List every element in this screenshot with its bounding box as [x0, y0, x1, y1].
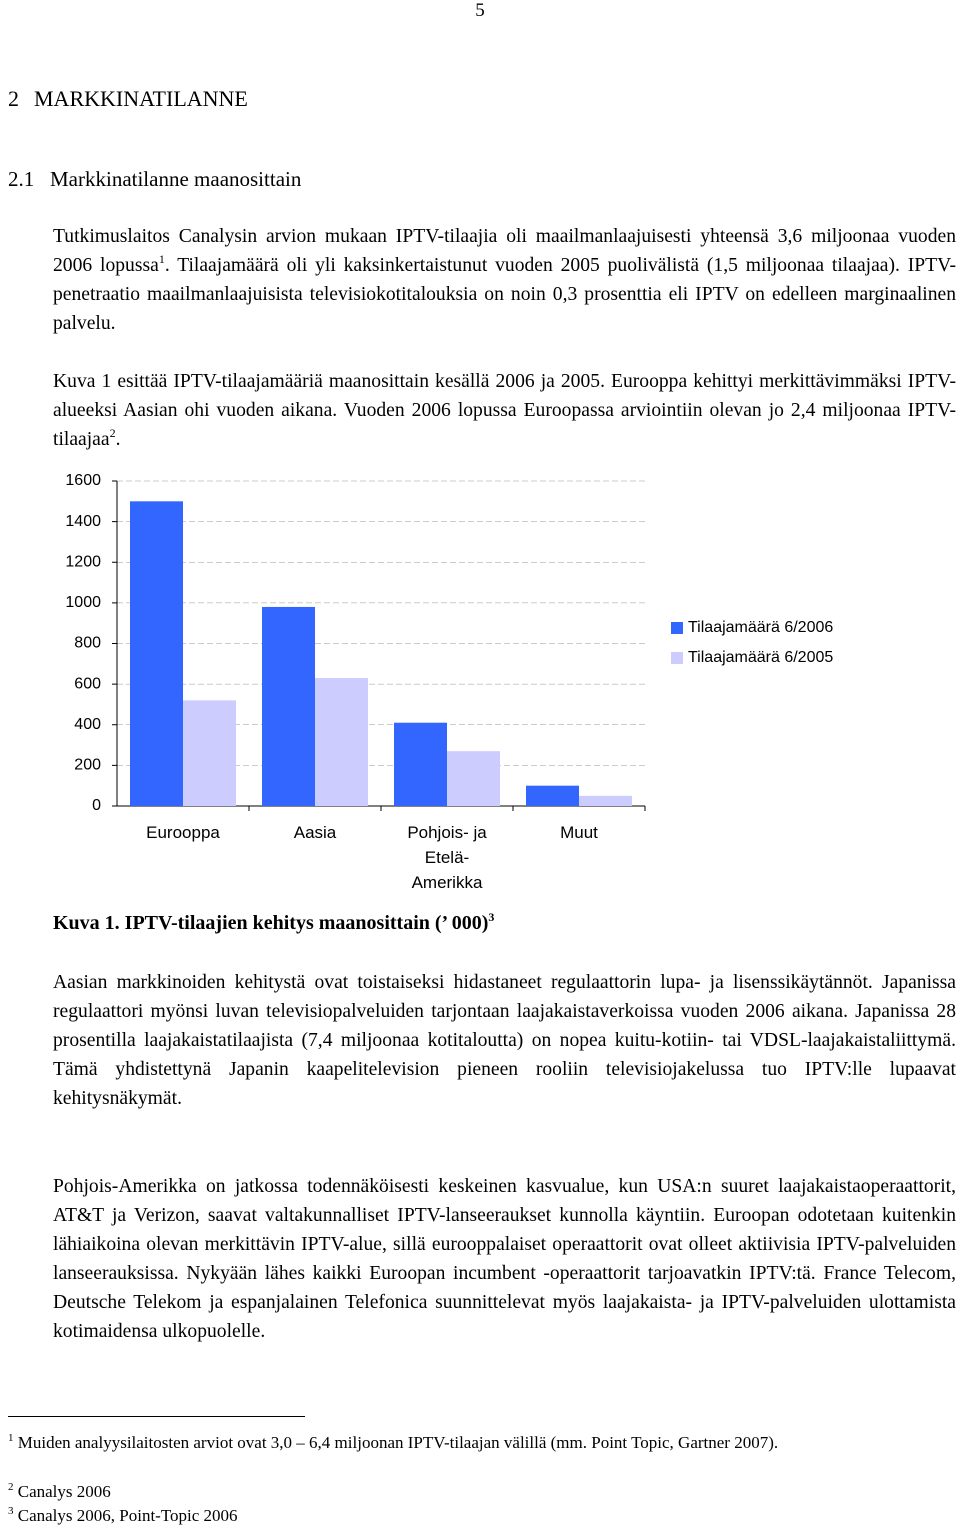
subheading: 2.1 Markkinatilanne maanosittain	[8, 167, 301, 192]
figure-caption: Kuva 1. IPTV-tilaajien kehitys maanositt…	[53, 910, 495, 935]
subheading-title: Markkinatilanne maanosittain	[50, 167, 302, 191]
heading-title: MARKKINATILANNE	[34, 86, 248, 111]
bar	[315, 678, 368, 806]
footnote-mark: 3	[8, 1505, 14, 1517]
legend-label: Tilaajamäärä 6/2006	[688, 619, 833, 636]
heading: 2 MARKKINATILANNE	[8, 86, 248, 112]
x-tick-label: Aasia	[293, 823, 337, 842]
chart-svg: 0 200 400 600 800 1000 1200 1400 1600 Tilaajamäär…	[65, 472, 833, 814]
footnote-rule	[8, 1416, 305, 1417]
y-tick-label: 1000	[65, 594, 101, 611]
y-tick-label: 0	[92, 797, 101, 814]
legend-swatch	[671, 652, 683, 664]
footnote: 2 Canalys 2006	[8, 1480, 958, 1504]
x-tick-label: Pohjois- ja Etelä-Amerikka	[407, 823, 487, 892]
bar	[130, 501, 183, 806]
y-tick-label: 400	[74, 716, 101, 733]
legend-swatch	[671, 622, 683, 634]
x-tick-label: Eurooppa	[146, 823, 220, 842]
text: .	[115, 429, 121, 450]
footnote-ref: 1	[158, 252, 165, 266]
footnote: 3 Canalys 2006, Point-Topic 2006	[8, 1504, 958, 1528]
bar	[183, 700, 236, 806]
bar	[262, 606, 315, 806]
paragraph: Tutkimuslaitos Canalysin arvion mukaan I…	[53, 222, 956, 338]
bar	[579, 795, 632, 806]
y-tick-label: 1200	[65, 553, 101, 570]
footnote-mark: 1	[8, 1432, 14, 1444]
page-number: 5	[475, 0, 485, 21]
y-tick-label: 800	[74, 635, 101, 652]
footnote-text: Muiden analyysilaitosten arviot ovat 3,0…	[17, 1433, 779, 1452]
footnote-text: Canalys 2006, Point-Topic 2006	[17, 1506, 238, 1525]
chart: 0 200 400 600 800 1000 1200 1400 1600 Tilaajamäär…	[0, 470, 960, 900]
paragraph: Kuva 1 esittää IPTV-tilaajamääriä maanos…	[53, 367, 956, 454]
heading-number: 2	[8, 86, 19, 111]
y-tick-label: 200	[74, 757, 101, 774]
paragraph: Aasian markkinoiden kehitystä ovat toist…	[53, 972, 956, 1109]
footnote-mark: 2	[8, 1481, 14, 1493]
subheading-number: 2.1	[8, 167, 35, 191]
text: Kuva 1 esittää IPTV-tilaajamääriä maanos…	[53, 371, 956, 450]
text: . Tilaajamäärä oli yli kaksinkertaistunu…	[53, 255, 956, 334]
bar	[447, 751, 500, 806]
x-tick-label: Muut	[560, 823, 598, 842]
y-tick-label: 1400	[65, 513, 101, 530]
text: Tutkimuslaitos Canalysin arvion mukaan I…	[53, 226, 956, 276]
footnote-text: Canalys 2006	[17, 1482, 111, 1501]
footnote-ref: 2	[109, 426, 116, 440]
caption-text: Kuva 1. IPTV-tilaajien kehitys maanositt…	[53, 912, 489, 934]
footnote-ref: 3	[488, 910, 495, 924]
footnote: 1 Muiden analyysilaitosten arviot ovat 3…	[8, 1431, 958, 1455]
legend-label: Tilaajamäärä 6/2005	[688, 649, 833, 666]
paragraph: Pohjois-Amerikka on jatkossa todennäköis…	[53, 1176, 956, 1342]
bar	[394, 722, 447, 806]
y-tick-label: 1600	[65, 472, 101, 489]
y-tick-label: 600	[74, 675, 101, 692]
bar	[526, 785, 579, 806]
